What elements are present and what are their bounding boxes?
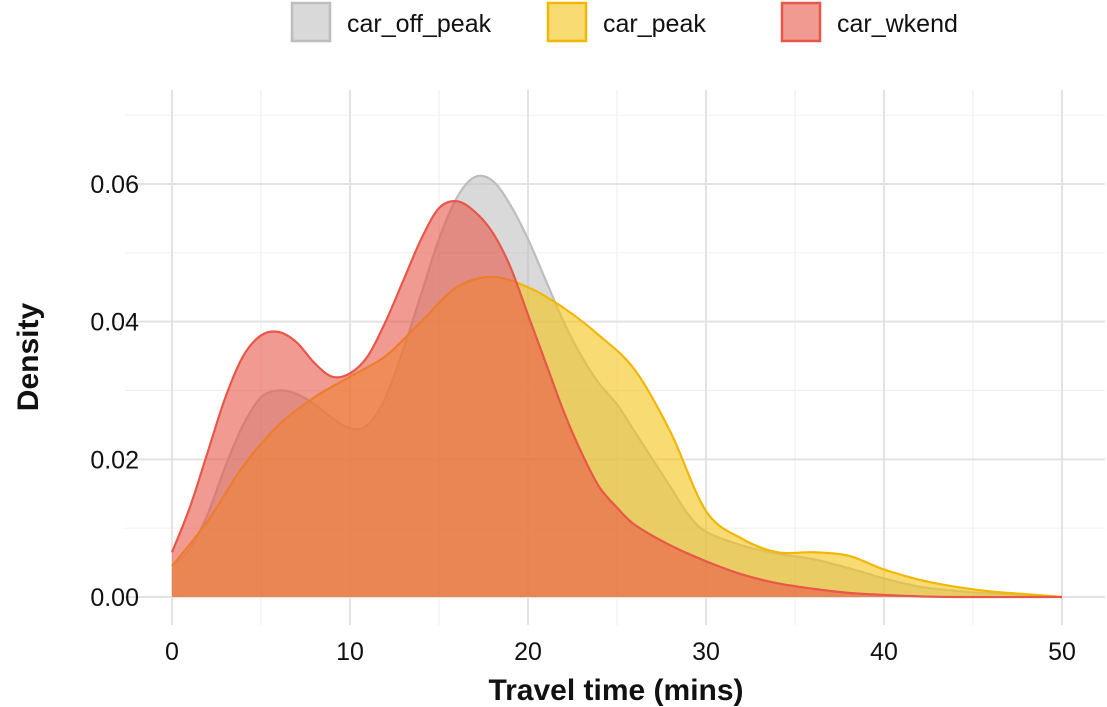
x-axis-title: Travel time (mins) — [488, 674, 743, 707]
y-tick-label: 0.06 — [90, 171, 139, 199]
density-area-car-wkend — [172, 201, 1062, 598]
legend-key-car-off-peak — [290, 1, 332, 43]
x-tick-label: 10 — [336, 638, 364, 666]
density-line-car-wkend — [170, 199, 1063, 599]
legend-label-car-peak: car_peak — [603, 10, 706, 38]
x-tick-label: 20 — [514, 638, 542, 666]
x-tick-label: 40 — [870, 638, 898, 666]
x-tick-label: 50 — [1048, 638, 1076, 666]
y-tick-label: 0.04 — [90, 309, 139, 337]
legend-key-car-peak — [546, 1, 588, 43]
y-axis-ticks: 0.00 0.02 0.04 0.06 — [90, 171, 139, 612]
legend-key-car-wkend — [780, 1, 822, 43]
legend: car_off_peak car_peak car_wkend — [290, 1, 958, 43]
x-tick-label: 30 — [692, 638, 720, 666]
x-tick-label: 0 — [165, 638, 179, 666]
legend-label-car-off-peak: car_off_peak — [347, 10, 492, 38]
y-tick-label: 0.02 — [90, 446, 139, 474]
density-areas — [170, 174, 1063, 599]
x-axis-ticks: 0 10 20 30 40 50 — [165, 638, 1076, 666]
legend-label-car-wkend: car_wkend — [837, 10, 958, 38]
y-axis-title: Density — [12, 303, 45, 412]
y-tick-label: 0.00 — [90, 584, 139, 612]
